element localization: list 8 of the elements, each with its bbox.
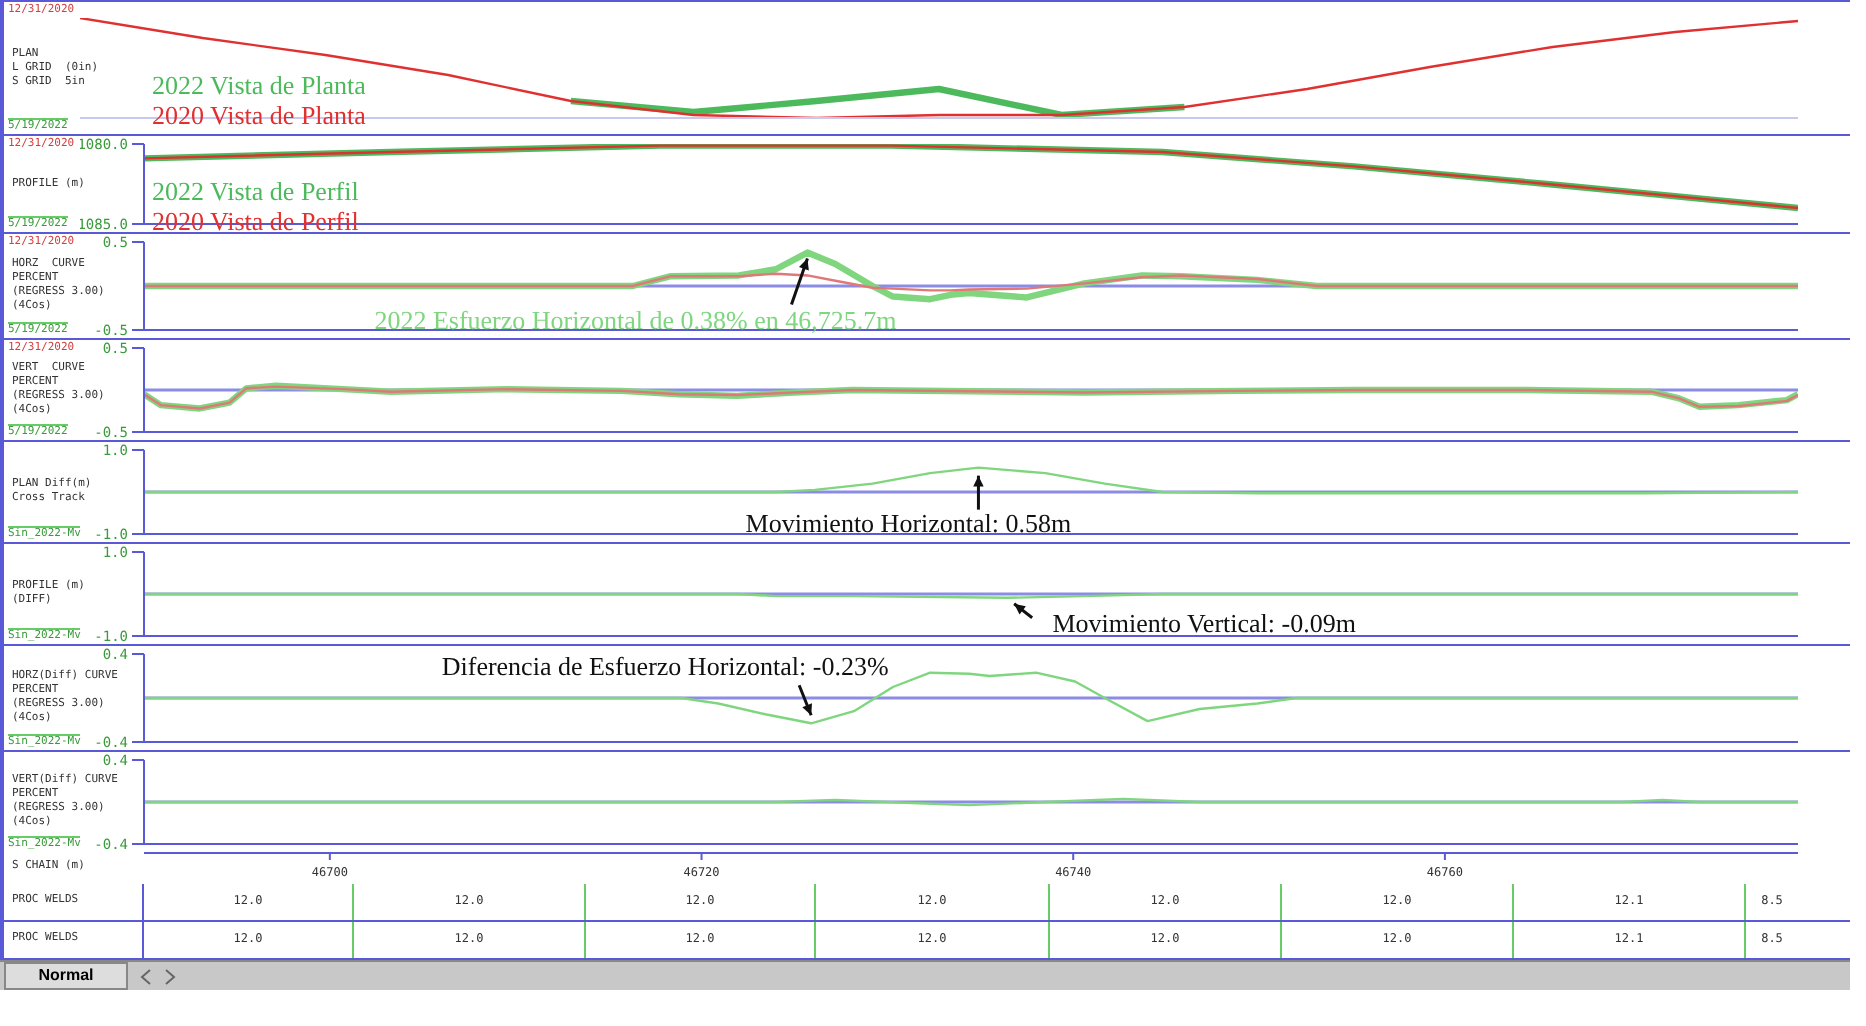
annotation: Movimiento Vertical: -0.09m xyxy=(1052,607,1356,638)
annotation: Movimiento Horizontal: 0.58m xyxy=(745,507,1072,538)
text: 2022 Vista de Planta xyxy=(152,70,366,100)
series-label: 2022 Vista de Perfil xyxy=(152,176,359,206)
annotation: 2022 Esfuerzo Horizontal de 0.38% en 46,725.7m xyxy=(374,304,897,335)
series-label: 2020 Vista de Planta xyxy=(152,100,366,130)
annotation: Diferencia de Esfuerzo Horizontal: -0.23% xyxy=(441,651,889,682)
text: Normal xyxy=(4,962,128,990)
